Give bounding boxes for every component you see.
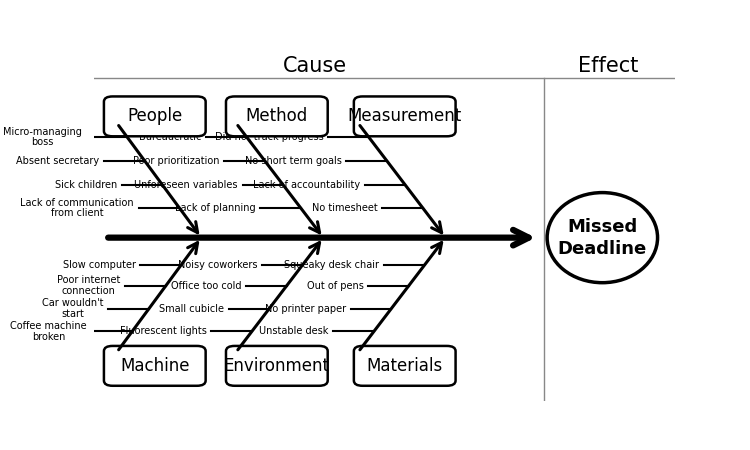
Text: Materials: Materials: [367, 357, 442, 375]
Text: Lack of accountability: Lack of accountability: [253, 180, 360, 190]
Text: Absent secretary: Absent secretary: [16, 156, 100, 166]
Text: Coffee machine
broken: Coffee machine broken: [10, 321, 87, 342]
Text: Lack of planning: Lack of planning: [175, 203, 255, 213]
Text: Unforeseen variables: Unforeseen variables: [134, 180, 238, 190]
Text: No printer paper: No printer paper: [265, 304, 346, 314]
Text: Poor internet
connection: Poor internet connection: [57, 275, 121, 296]
Text: Squeaky desk chair: Squeaky desk chair: [284, 260, 380, 270]
Text: Noisy coworkers: Noisy coworkers: [178, 260, 257, 270]
Text: Cause: Cause: [283, 56, 346, 76]
Text: Lack of communication
from client: Lack of communication from client: [20, 198, 134, 218]
Text: Sick children: Sick children: [55, 180, 117, 190]
Text: No short term goals: No short term goals: [244, 156, 342, 166]
FancyBboxPatch shape: [226, 346, 328, 386]
Text: Environment: Environment: [224, 357, 330, 375]
Ellipse shape: [547, 193, 658, 283]
Text: Micro-managing
boss: Micro-managing boss: [3, 126, 82, 148]
FancyBboxPatch shape: [226, 96, 328, 136]
Text: Office too cold: Office too cold: [171, 281, 242, 291]
Text: Effect: Effect: [578, 56, 638, 76]
FancyBboxPatch shape: [104, 346, 206, 386]
Text: Measurement: Measurement: [347, 108, 462, 126]
Text: Unstable desk: Unstable desk: [260, 326, 328, 337]
Text: Method: Method: [246, 108, 308, 126]
FancyBboxPatch shape: [354, 96, 455, 136]
Text: Poor prioritization: Poor prioritization: [133, 156, 220, 166]
Text: People: People: [128, 108, 182, 126]
Text: Bureaucratic: Bureaucratic: [139, 132, 201, 142]
Text: No timesheet: No timesheet: [312, 203, 377, 213]
Text: Machine: Machine: [120, 357, 190, 375]
Text: Did not track progress: Did not track progress: [214, 132, 323, 142]
FancyBboxPatch shape: [104, 96, 206, 136]
FancyBboxPatch shape: [354, 346, 455, 386]
Text: Slow computer: Slow computer: [63, 260, 136, 270]
Text: Car wouldn't
start: Car wouldn't start: [42, 298, 104, 319]
Text: Small cubicle: Small cubicle: [159, 304, 224, 314]
Text: Out of pens: Out of pens: [307, 281, 364, 291]
Text: Missed
Deadline: Missed Deadline: [558, 217, 647, 258]
Text: Fluorescent lights: Fluorescent lights: [120, 326, 206, 337]
